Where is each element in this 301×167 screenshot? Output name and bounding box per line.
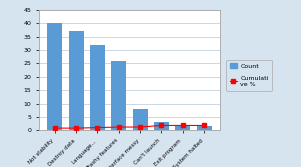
Bar <box>133 109 147 130</box>
Bar <box>175 126 190 130</box>
Bar <box>154 122 169 130</box>
Bar <box>47 23 62 130</box>
Legend: Count, Cumulati
ve %: Count, Cumulati ve % <box>226 60 272 91</box>
Bar <box>111 61 126 130</box>
Bar <box>90 45 105 130</box>
Bar <box>69 31 84 130</box>
Bar <box>197 126 212 130</box>
